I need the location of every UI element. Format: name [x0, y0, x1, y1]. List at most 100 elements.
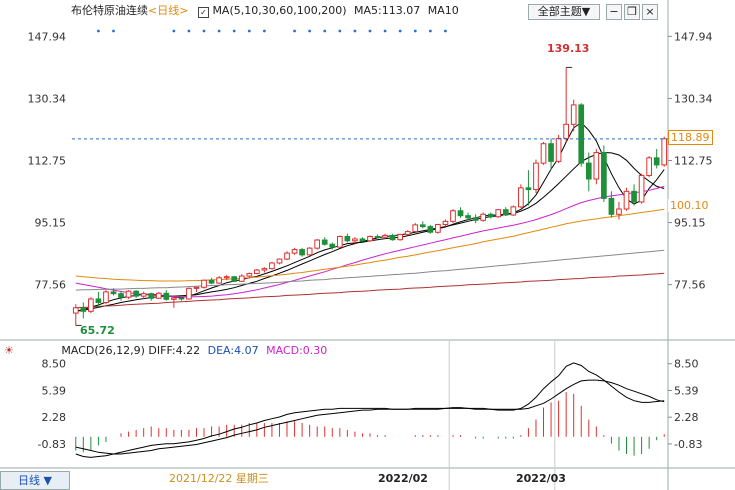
- candle-body: [435, 224, 441, 233]
- ma30-line: [75, 185, 665, 298]
- period-label[interactable]: <日线>: [148, 4, 189, 17]
- ma10-value: MA10: [427, 4, 459, 17]
- signal-dot: [247, 29, 251, 33]
- candle-body: [487, 213, 494, 218]
- candle-body: [480, 213, 487, 221]
- dea-line: [75, 379, 665, 455]
- y-tick-label-right: 95.15: [674, 217, 706, 230]
- candle-body: [389, 234, 396, 241]
- ma100-line: [75, 249, 665, 291]
- candle-body: [238, 275, 245, 282]
- macd-y-tick-label-right: 8.50: [674, 358, 699, 371]
- diff-line: [75, 362, 665, 458]
- candle-body: [216, 277, 222, 284]
- macd-diff-value: DIFF:4.22: [148, 344, 201, 357]
- ma5-value: MA5:113.07: [354, 4, 421, 17]
- ma-checkbox-icon[interactable]: ✓: [197, 7, 209, 18]
- candle-body: [450, 210, 456, 222]
- candle-body: [397, 233, 404, 241]
- macd-y-tick-label-right: 5.39: [674, 384, 699, 397]
- signal-dot: [262, 29, 266, 33]
- candle-body: [314, 239, 321, 249]
- candle-body: [608, 197, 615, 215]
- low-price-label: 65.72: [80, 324, 115, 337]
- candle-body: [223, 276, 230, 279]
- secondary-price-label: 100.10: [668, 199, 711, 212]
- candle-body: [261, 268, 268, 271]
- candle-body: [653, 157, 660, 166]
- candle-body: [329, 243, 336, 248]
- candle-body: [284, 252, 290, 260]
- y-tick-label-right: 147.94: [674, 30, 713, 43]
- candle-body: [110, 291, 117, 295]
- candle-body: [646, 157, 652, 176]
- macd-dea-value: DEA:4.07: [207, 344, 259, 357]
- macd-y-tick-label-right: -0.83: [674, 438, 702, 451]
- candle-body: [502, 209, 509, 216]
- candle-body: [186, 287, 192, 300]
- high-price-label: 139.13: [547, 42, 590, 55]
- candle-body: [601, 152, 607, 199]
- candle-body: [148, 293, 155, 299]
- close-icon[interactable]: ×: [642, 4, 658, 20]
- candle-body: [442, 220, 449, 226]
- y-tick-label-left: 147.94: [28, 30, 67, 43]
- grid-layer: [97, 29, 556, 490]
- y-tick-label-right: 77.56: [674, 279, 706, 292]
- y-tick-label-left: 77.56: [35, 279, 67, 292]
- candle-body: [578, 104, 585, 164]
- candle-body: [72, 307, 79, 314]
- macd-y-tick-label-left: 8.50: [42, 358, 67, 371]
- legend-header: 布伦特原油连续<日线> ✓ MA(5,10,30,60,100,200) MA5…: [71, 4, 459, 18]
- macd-params-label: MACD(26,12,9): [61, 344, 145, 357]
- y-tick-label-left: 112.75: [28, 154, 67, 167]
- candle-body: [638, 174, 645, 203]
- signal-dot: [338, 29, 342, 33]
- candle-body: [631, 190, 637, 203]
- indicator-settings-icon[interactable]: ☀: [4, 344, 14, 357]
- theme-dropdown[interactable]: 全部主题▼: [528, 4, 600, 20]
- axis-labels: 147.94 147.94 130.34 130.34 112.75 112.75 95.1…: [28, 30, 713, 451]
- candlestick-series: [72, 67, 668, 326]
- candle-body: [103, 291, 109, 303]
- candle-body: [510, 206, 517, 216]
- candle-body: [344, 236, 351, 242]
- signal-dot: [112, 29, 115, 33]
- candle-body: [80, 307, 87, 312]
- macd-y-tick-label-left: 2.28: [42, 411, 67, 424]
- candle-body: [359, 238, 366, 242]
- signal-dot: [383, 29, 387, 33]
- candle-body: [246, 273, 253, 277]
- x-label-month2: 2022/03: [516, 472, 566, 485]
- candle-body: [585, 162, 592, 180]
- ma-params-label: MA(5,10,30,60,100,200): [212, 4, 347, 17]
- period-select-label: 日线: [18, 474, 41, 487]
- candle-body: [231, 276, 238, 282]
- candle-body: [201, 279, 207, 288]
- signal-dot: [202, 29, 206, 33]
- candle-body: [171, 297, 177, 300]
- candle-body: [336, 236, 343, 248]
- candle-body: [208, 279, 215, 284]
- restore-icon[interactable]: ❐: [624, 4, 640, 20]
- macd-y-tick-label-left: -0.83: [38, 438, 66, 451]
- ma60-line: [75, 208, 665, 282]
- y-tick-label-left: 95.15: [35, 217, 67, 230]
- candle-body: [125, 290, 132, 298]
- signal-dot: [353, 29, 357, 33]
- candle-body: [155, 292, 162, 299]
- candle-body: [593, 152, 600, 180]
- minus-icon[interactable]: −: [606, 4, 622, 20]
- candle-body: [352, 238, 358, 242]
- candle-body: [465, 215, 471, 219]
- y-tick-label-left: 130.34: [28, 92, 67, 105]
- candle-body: [555, 137, 562, 162]
- instrument-title: 布伦特原油连续: [71, 4, 148, 17]
- ma200-line: [75, 272, 665, 309]
- period-select-button[interactable]: 日线 ▼: [0, 471, 70, 490]
- signal-dot: [293, 29, 296, 33]
- macd-panel: [75, 362, 665, 458]
- macd-hist-value: MACD:0.30: [266, 344, 328, 357]
- signal-dot: [323, 29, 327, 33]
